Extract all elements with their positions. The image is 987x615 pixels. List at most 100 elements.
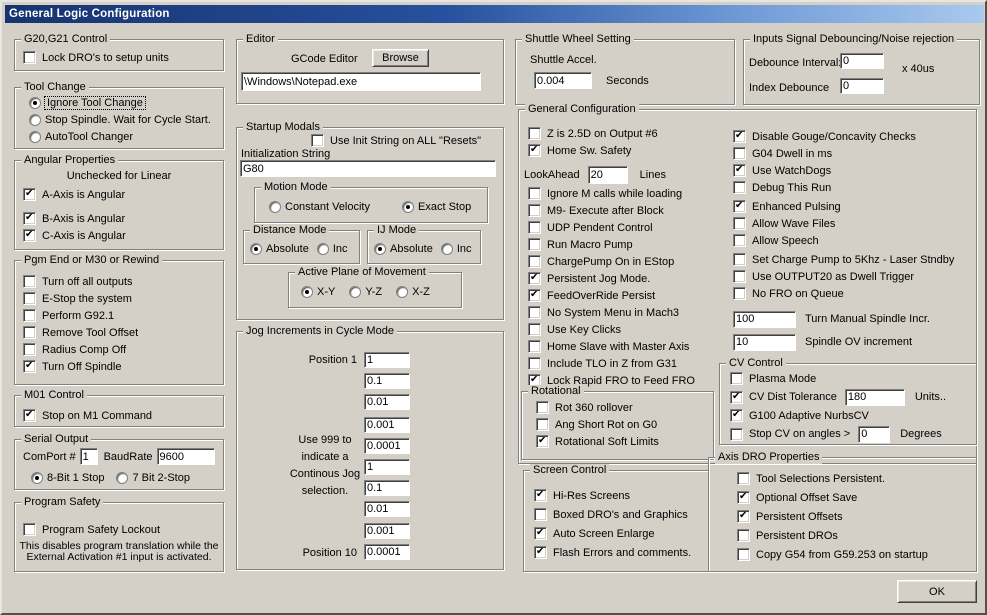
- turn-manual-spindle-input[interactable]: [733, 310, 796, 328]
- checkbox-stop-on-m1[interactable]: Stop on M1 Command: [23, 407, 223, 424]
- lookahead-input[interactable]: [587, 166, 628, 184]
- checkbox-charge-pump-5khz[interactable]: Set Charge Pump to 5Khz - Laser Stndby: [733, 251, 975, 268]
- radio-button[interactable]: [301, 285, 313, 298]
- checkbox-c-axis[interactable]: C-Axis is Angular: [23, 227, 223, 244]
- checkbox-a-axis[interactable]: A-Axis is Angular: [23, 186, 223, 203]
- checkbox-g100-nurbs[interactable]: G100 Adaptive NurbsCV: [730, 407, 976, 424]
- radio-button[interactable]: [402, 200, 414, 213]
- checkbox-home-slave[interactable]: Home Slave with Master Axis: [528, 338, 728, 355]
- checkbox-allow-wave-files[interactable]: Allow Wave Files: [733, 215, 975, 232]
- radio-button[interactable]: [29, 96, 41, 109]
- index-debounce-input[interactable]: [840, 78, 884, 94]
- checkbox-box[interactable]: [730, 390, 743, 404]
- checkbox-box[interactable]: [730, 372, 743, 385]
- checkbox-z-25d[interactable]: Z is 2.5D on Output #6: [528, 125, 728, 142]
- radio-button[interactable]: [316, 242, 329, 255]
- radio-8bit-1stop[interactable]: 8-Bit 1 Stop: [31, 471, 104, 484]
- checkbox-box[interactable]: [536, 418, 549, 431]
- radio-ij-inc[interactable]: Inc: [440, 242, 472, 255]
- checkbox-box[interactable]: [534, 489, 547, 502]
- radio-autotool-changer[interactable]: AutoTool Changer: [29, 128, 223, 145]
- checkbox-ang-short-rot[interactable]: Ang Short Rot on G0: [536, 416, 713, 433]
- checkbox-chargepump-estop[interactable]: ChargePump On in EStop: [528, 253, 728, 270]
- checkbox-box[interactable]: [733, 147, 746, 160]
- checkbox-box[interactable]: [23, 343, 36, 356]
- checkbox-box[interactable]: [733, 217, 746, 230]
- checkbox-box[interactable]: [534, 527, 547, 540]
- checkbox-output20-dwell[interactable]: Use OUTPUT20 as Dwell Trigger: [733, 268, 975, 285]
- checkbox-estop-system[interactable]: E-Stop the system: [23, 290, 223, 307]
- radio-ij-absolute[interactable]: Absolute: [374, 242, 433, 255]
- checkbox-box[interactable]: [528, 221, 541, 234]
- checkbox-lock-dro[interactable]: Lock DRO's to setup units: [23, 49, 223, 66]
- radio-distance-inc[interactable]: Inc: [316, 242, 348, 255]
- checkbox-box[interactable]: [733, 164, 746, 177]
- radio-button[interactable]: [116, 471, 129, 484]
- checkbox-program-safety-lockout[interactable]: Program Safety Lockout: [23, 521, 223, 538]
- gcode-editor-path-input[interactable]: [241, 72, 481, 91]
- radio-plane-xz[interactable]: X-Z: [396, 285, 430, 298]
- checkbox-box[interactable]: [737, 529, 750, 542]
- jog-increment-input-1[interactable]: [364, 352, 410, 368]
- radio-button[interactable]: [440, 242, 453, 255]
- baudrate-input[interactable]: [156, 448, 215, 465]
- radio-ignore-tool-change[interactable]: Ignore Tool Change: [29, 94, 223, 111]
- checkbox-box[interactable]: [528, 255, 541, 268]
- checkbox-udp-pendent[interactable]: UDP Pendent Control: [528, 219, 728, 236]
- checkbox-box[interactable]: [23, 326, 36, 339]
- checkbox-box[interactable]: [23, 523, 36, 536]
- jog-increment-input-2[interactable]: [364, 373, 410, 389]
- shuttle-accel-input[interactable]: [534, 72, 592, 89]
- radio-button[interactable]: [29, 130, 41, 143]
- checkbox-rot-360[interactable]: Rot 360 rollover: [536, 399, 713, 416]
- radio-button[interactable]: [374, 242, 386, 255]
- checkbox-boxed-dros[interactable]: Boxed DRO's and Graphics: [534, 506, 708, 523]
- browse-button[interactable]: Browse: [372, 49, 429, 67]
- checkbox-no-system-menu[interactable]: No System Menu in Mach3: [528, 304, 728, 321]
- radio-distance-absolute[interactable]: Absolute: [250, 242, 309, 255]
- checkbox-box[interactable]: [730, 427, 743, 441]
- checkbox-hires-screens[interactable]: Hi-Res Screens: [534, 487, 708, 504]
- jog-increment-input-5[interactable]: [364, 438, 410, 454]
- jog-increment-input-9[interactable]: [364, 523, 410, 539]
- checkbox-box[interactable]: [733, 287, 746, 300]
- checkbox-no-fro-queue[interactable]: No FRO on Queue: [733, 285, 975, 302]
- checkbox-box[interactable]: [23, 275, 36, 288]
- debounce-interval-input[interactable]: [840, 53, 884, 69]
- checkbox-box[interactable]: [528, 187, 541, 200]
- checkbox-perform-g921[interactable]: Perform G92.1: [23, 307, 223, 324]
- checkbox-box[interactable]: [733, 253, 746, 266]
- radio-plane-xy[interactable]: X-Y: [301, 285, 335, 298]
- jog-increment-input-3[interactable]: [364, 394, 410, 410]
- checkbox-rotational-soft-limits[interactable]: Rotational Soft Limits: [536, 433, 713, 450]
- checkbox-box[interactable]: [733, 130, 746, 143]
- checkbox-turn-off-spindle[interactable]: Turn Off Spindle: [23, 358, 223, 375]
- checkbox-home-sw-safety[interactable]: Home Sw. Safety: [528, 142, 728, 159]
- checkbox-box[interactable]: [23, 188, 36, 201]
- radio-constant-velocity[interactable]: Constant Velocity: [269, 200, 370, 213]
- radio-button[interactable]: [31, 471, 43, 484]
- radio-exact-stop[interactable]: Exact Stop: [402, 200, 471, 213]
- checkbox-tool-selections-persistent[interactable]: Tool Selections Persistent.: [737, 470, 976, 487]
- radio-button[interactable]: [349, 285, 362, 298]
- checkbox-plasma-mode[interactable]: Plasma Mode: [730, 370, 976, 387]
- checkbox-box[interactable]: [536, 435, 549, 448]
- checkbox-persistent-offsets[interactable]: Persistent Offsets: [737, 508, 976, 525]
- checkbox-box[interactable]: [23, 360, 36, 373]
- jog-increment-input-10[interactable]: [364, 544, 410, 560]
- checkbox-box[interactable]: [528, 357, 541, 370]
- radio-button[interactable]: [269, 200, 281, 213]
- jog-increment-input-6[interactable]: [364, 459, 410, 475]
- checkbox-box[interactable]: [733, 234, 746, 247]
- checkbox-box[interactable]: [534, 546, 547, 559]
- checkbox-box[interactable]: [528, 204, 541, 217]
- checkbox-radius-comp-off[interactable]: Radius Comp Off: [23, 341, 223, 358]
- checkbox-ignore-m-calls[interactable]: Ignore M calls while loading: [528, 185, 728, 202]
- checkbox-use-init-string[interactable]: Use Init String on ALL "Resets": [311, 132, 481, 149]
- checkbox-optional-offset-save[interactable]: Optional Offset Save: [737, 489, 976, 506]
- stop-cv-angles-row[interactable]: Stop CV on angles > Degrees: [730, 425, 976, 443]
- checkbox-box[interactable]: [528, 289, 541, 302]
- checkbox-g04-dwell[interactable]: G04 Dwell in ms: [733, 145, 975, 162]
- title-bar[interactable]: General Logic Configuration: [5, 5, 984, 23]
- checkbox-allow-speech[interactable]: Allow Speech: [733, 232, 975, 249]
